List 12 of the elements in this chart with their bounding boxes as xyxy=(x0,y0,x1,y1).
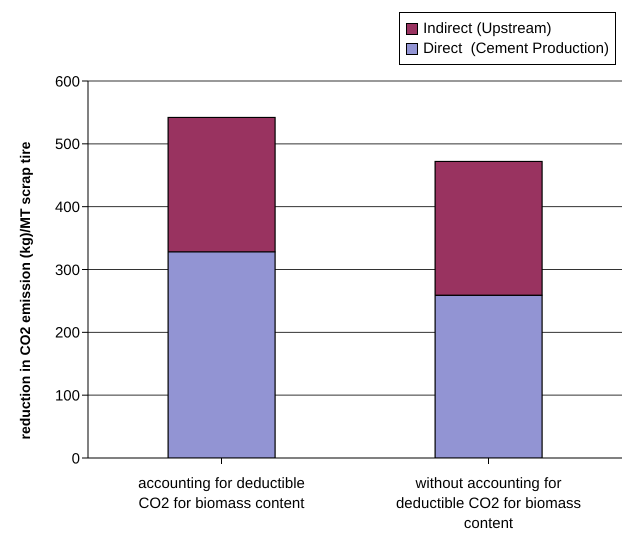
y-axis-title: reduction in CO2 emission (kg)/MT scrap tire xyxy=(16,141,33,440)
legend-label: Direct (Cement Production) xyxy=(423,40,609,57)
y-tick-label: 100 xyxy=(54,387,80,404)
legend-label: Indirect (Upstream) xyxy=(423,20,552,37)
x-tick-label: accounting for deductible CO2 for biomass content xyxy=(138,475,306,512)
y-tick-label: 0 xyxy=(72,450,80,468)
y-tick-label: 500 xyxy=(54,136,80,154)
y-tick-label: 600 xyxy=(54,73,80,90)
y-tick-label: 200 xyxy=(54,324,80,342)
x-tick-label: without accounting for deductible CO2 for biomass content xyxy=(396,475,582,532)
y-tick-label: 400 xyxy=(54,198,80,216)
y-tick-label: 300 xyxy=(54,262,80,279)
